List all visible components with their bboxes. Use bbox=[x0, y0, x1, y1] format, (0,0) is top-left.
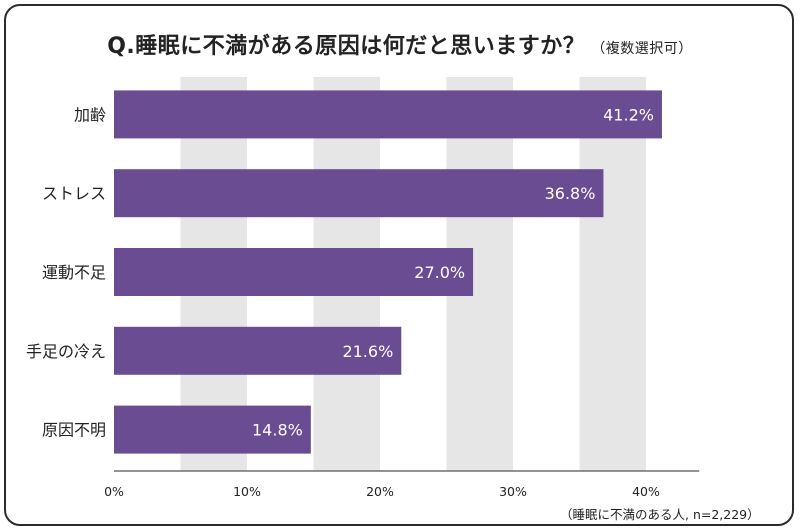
x-tick-label-3: 30% bbox=[499, 484, 527, 499]
bar-2 bbox=[114, 248, 474, 296]
bar-value-label-0: 41.2% bbox=[603, 105, 654, 124]
category-label-3: 手足の冷え bbox=[26, 342, 106, 361]
bar-value-label-2: 27.0% bbox=[414, 263, 465, 282]
title-subtitle: （複数選択可） bbox=[591, 41, 693, 57]
category-label-0: 加齢 bbox=[74, 105, 106, 124]
chart-frame bbox=[4, 4, 794, 526]
bar-value-label-1: 36.8% bbox=[545, 184, 596, 203]
x-tick-label-1: 10% bbox=[233, 484, 261, 499]
bar-value-label-3: 21.6% bbox=[342, 342, 393, 361]
title-main: Q.睡眠に不満がある原因は何だと思いますか？ bbox=[107, 34, 586, 59]
bar-3 bbox=[114, 326, 402, 375]
sample-note: （睡眠に不満のある人, n=2,229） bbox=[560, 507, 760, 522]
grid-band-3 bbox=[579, 77, 646, 471]
bar-value-label-4: 14.8% bbox=[252, 421, 303, 440]
category-label-4: 原因不明 bbox=[42, 421, 106, 440]
x-tick-label-0: 0% bbox=[104, 484, 124, 499]
bar-4 bbox=[114, 405, 311, 454]
chart-title: Q.睡眠に不満がある原因は何だと思いますか？ （複数選択可） bbox=[0, 28, 800, 60]
x-tick-label-2: 20% bbox=[366, 484, 394, 499]
x-tick-label-4: 40% bbox=[632, 484, 660, 499]
category-label-1: ストレス bbox=[42, 184, 106, 203]
category-label-2: 運動不足 bbox=[42, 263, 106, 282]
bar-1 bbox=[114, 169, 604, 218]
bar-0 bbox=[114, 90, 662, 139]
